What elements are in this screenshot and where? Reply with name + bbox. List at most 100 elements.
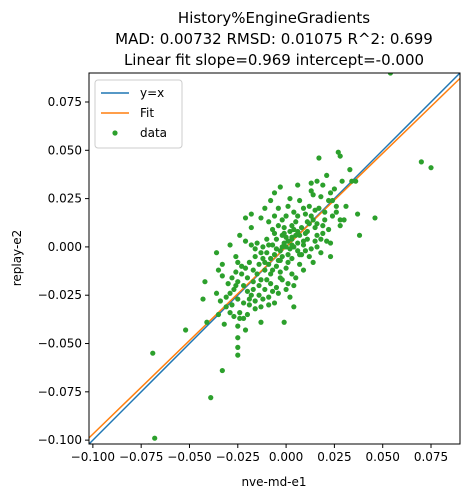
data-point xyxy=(231,286,237,293)
data-point xyxy=(289,271,295,277)
data-point xyxy=(316,155,322,161)
x-tick-label: 0.075 xyxy=(414,450,448,464)
data-point xyxy=(337,217,343,223)
data-point xyxy=(240,282,247,289)
data-point xyxy=(239,271,245,277)
data-point xyxy=(312,207,318,213)
data-point xyxy=(279,244,285,250)
data-point xyxy=(262,267,268,273)
data-point xyxy=(289,223,295,229)
data-point xyxy=(221,321,227,327)
data-point xyxy=(219,367,225,374)
data-point xyxy=(254,271,260,277)
data-point xyxy=(248,242,254,248)
data-point xyxy=(293,219,299,225)
data-point xyxy=(314,178,320,184)
data-point xyxy=(244,275,251,281)
y-tick-label: 0.025 xyxy=(48,192,82,206)
data-point xyxy=(219,273,225,279)
data-point xyxy=(300,267,307,273)
y-tick-label: −0.050 xyxy=(38,337,82,351)
data-point xyxy=(266,294,272,300)
data-point xyxy=(314,221,320,227)
data-point xyxy=(418,159,424,165)
data-point xyxy=(252,298,258,304)
data-point xyxy=(223,294,229,300)
x-tick-label: −0.025 xyxy=(216,450,260,464)
data-point xyxy=(233,282,239,289)
y-tick-label: 0.075 xyxy=(48,95,82,109)
data-point xyxy=(312,224,318,231)
data-point xyxy=(275,223,281,229)
series-line-fit xyxy=(89,77,460,439)
data-point xyxy=(202,279,208,285)
data-point xyxy=(300,242,307,248)
data-point xyxy=(341,217,347,223)
data-point xyxy=(320,230,326,236)
data-point xyxy=(248,224,254,231)
data-point xyxy=(237,232,243,238)
data-point xyxy=(262,259,268,265)
data-point xyxy=(291,226,297,233)
data-point xyxy=(260,255,266,262)
data-point xyxy=(250,279,256,285)
data-point xyxy=(269,288,276,294)
data-point xyxy=(295,182,301,188)
data-point xyxy=(320,182,326,188)
y-tick-label: 0.050 xyxy=(48,143,82,157)
data-point xyxy=(308,180,314,186)
x-tick-label: −0.050 xyxy=(167,450,211,464)
data-point xyxy=(289,242,295,248)
legend: y=x Fit data xyxy=(94,79,183,149)
data-point xyxy=(320,223,326,229)
data-point xyxy=(283,234,289,240)
data-point xyxy=(291,282,297,289)
y-tick-label: −0.075 xyxy=(38,385,82,399)
data-point xyxy=(256,292,262,298)
data-point xyxy=(287,246,293,252)
x-axis-ticks: −0.100 −0.075 −0.050 −0.025 0.000 0.025 0.050 0… xyxy=(71,444,448,464)
data-point xyxy=(291,209,297,215)
data-point xyxy=(227,290,233,296)
data-point xyxy=(264,250,270,256)
data-point xyxy=(242,215,249,221)
data-point xyxy=(293,232,299,238)
data-point xyxy=(333,203,339,209)
data-point xyxy=(227,310,233,316)
data-point xyxy=(297,197,303,204)
data-point xyxy=(271,190,278,196)
data-point xyxy=(252,246,258,252)
chart-title-line-2: MAD: 0.00732 RMSD: 0.01075 R^2: 0.699 xyxy=(115,30,433,48)
data-point xyxy=(239,263,245,269)
data-point xyxy=(258,277,264,283)
data-point xyxy=(235,323,241,329)
data-point xyxy=(271,213,278,219)
data-point xyxy=(229,275,235,281)
data-point xyxy=(318,194,324,200)
x-tick-label: 0.050 xyxy=(366,450,400,464)
data-point xyxy=(326,226,332,233)
data-point xyxy=(254,240,260,246)
chart-title-line-3: Linear fit slope=0.969 intercept=-0.000 xyxy=(124,51,424,69)
data-point xyxy=(316,205,322,211)
data-point xyxy=(354,211,361,217)
data-point xyxy=(285,203,291,209)
data-point xyxy=(268,197,274,204)
data-point xyxy=(289,236,295,242)
data-point xyxy=(295,228,301,235)
x-tick-label: 0.000 xyxy=(269,450,303,464)
data-point xyxy=(208,395,214,401)
data-point xyxy=(347,167,353,173)
data-point xyxy=(283,213,289,219)
data-point xyxy=(235,259,241,265)
data-point xyxy=(235,344,241,350)
data-point xyxy=(258,215,264,221)
data-point xyxy=(372,215,378,221)
data-point xyxy=(279,253,285,260)
data-point xyxy=(275,205,281,211)
data-point xyxy=(200,296,206,302)
legend-label-fit: Fit xyxy=(140,106,154,120)
y-axis-label: replay-e2 xyxy=(10,230,24,287)
data-point xyxy=(273,263,280,269)
data-point xyxy=(256,282,262,289)
